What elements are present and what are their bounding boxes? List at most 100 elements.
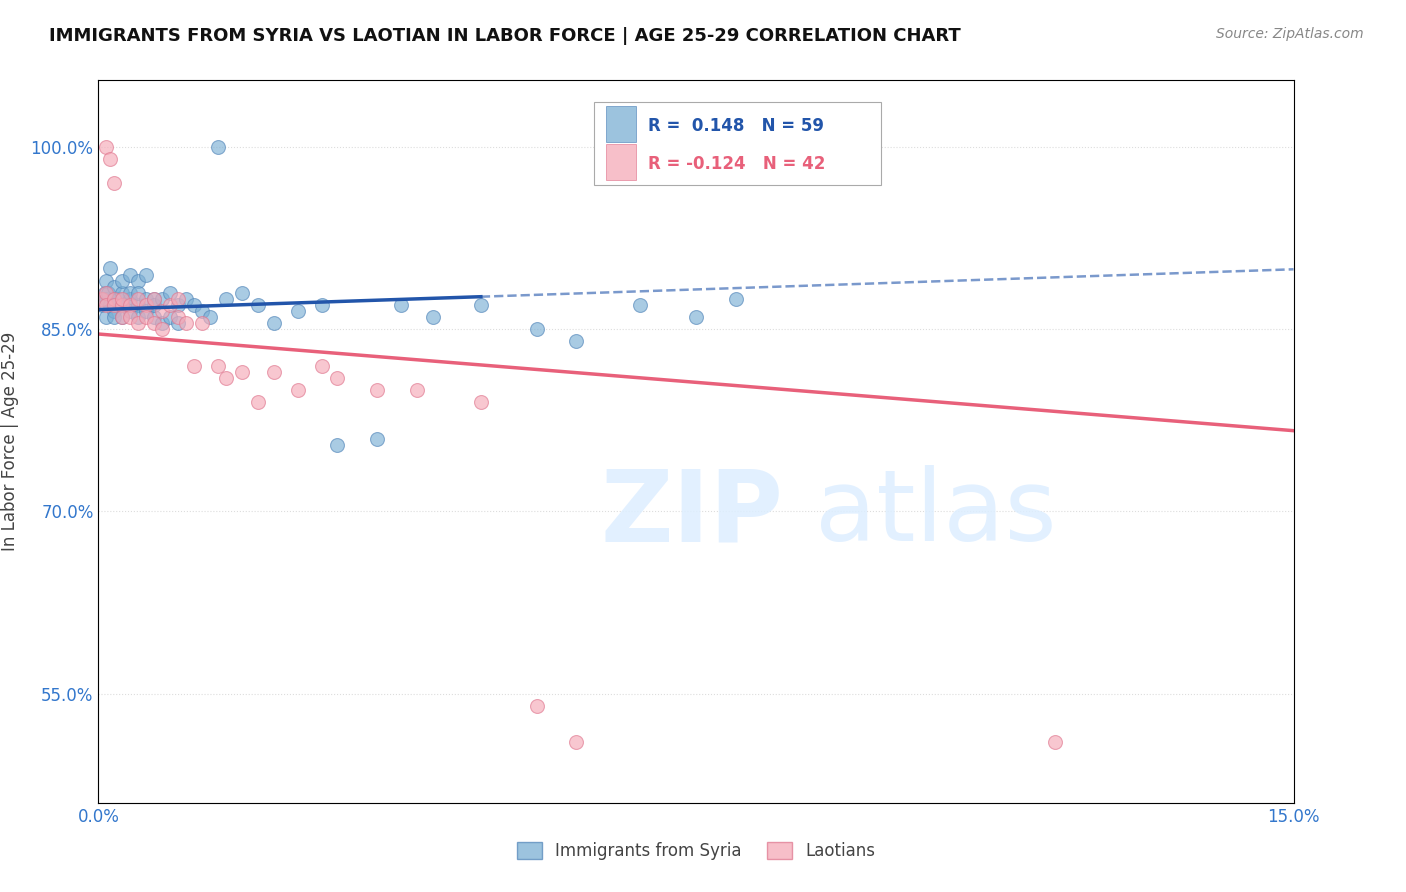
Point [167, 316, 190, 330]
Point [103, 292, 125, 306]
Point [111, 292, 134, 306]
Point [120, 298, 142, 312]
Point [215, 371, 238, 385]
Point [111, 310, 134, 324]
Point [326, 437, 349, 451]
Point [246, 298, 269, 312]
Point [115, 298, 138, 312]
Point [103, 292, 125, 306]
Point [263, 365, 285, 379]
Point [246, 395, 269, 409]
Point [97, 285, 120, 300]
Text: R =  0.148   N = 59: R = 0.148 N = 59 [648, 117, 824, 135]
Point [311, 298, 333, 312]
Text: Source: ZipAtlas.com: Source: ZipAtlas.com [1216, 27, 1364, 41]
Point [135, 268, 157, 282]
Point [143, 292, 166, 306]
Point [135, 304, 157, 318]
Point [103, 298, 125, 312]
Point [366, 432, 388, 446]
Point [96, 292, 118, 306]
Point [127, 298, 149, 312]
Point [565, 334, 588, 349]
Point [111, 298, 134, 312]
Point [287, 383, 309, 397]
Point [143, 310, 166, 324]
Point [127, 316, 149, 330]
Point [159, 285, 181, 300]
Point [127, 292, 149, 306]
Point [150, 322, 173, 336]
Point [135, 298, 157, 312]
Point [685, 140, 707, 154]
Point [111, 298, 134, 312]
Point [565, 735, 588, 749]
Point [150, 304, 173, 318]
Point [470, 298, 492, 312]
Point [191, 316, 214, 330]
Point [96, 274, 118, 288]
Point [207, 140, 229, 154]
Point [406, 383, 429, 397]
Legend: Immigrants from Syria, Laotians: Immigrants from Syria, Laotians [510, 835, 882, 867]
Point [724, 292, 747, 306]
Point [135, 310, 157, 324]
Point [103, 310, 125, 324]
Point [111, 310, 134, 324]
Point [326, 371, 349, 385]
Point [94, 285, 117, 300]
FancyBboxPatch shape [595, 102, 882, 185]
Point [183, 359, 205, 373]
Point [111, 274, 134, 288]
Point [287, 304, 309, 318]
Point [96, 310, 118, 324]
Point [107, 292, 129, 306]
Point [231, 285, 253, 300]
Text: IMMIGRANTS FROM SYRIA VS LAOTIAN IN LABOR FORCE | AGE 25-29 CORRELATION CHART: IMMIGRANTS FROM SYRIA VS LAOTIAN IN LABO… [49, 27, 960, 45]
Point [103, 279, 125, 293]
Point [198, 310, 221, 324]
Y-axis label: In Labor Force | Age 25-29: In Labor Force | Age 25-29 [1, 332, 20, 551]
Point [1043, 735, 1066, 749]
Text: ZIP: ZIP [600, 466, 783, 562]
Point [150, 292, 173, 306]
Point [183, 298, 205, 312]
Point [103, 177, 125, 191]
Point [150, 316, 173, 330]
FancyBboxPatch shape [606, 105, 637, 142]
Point [470, 395, 492, 409]
Point [159, 310, 181, 324]
Point [127, 310, 149, 324]
Point [685, 310, 707, 324]
Point [159, 298, 181, 312]
Point [167, 298, 190, 312]
Point [135, 292, 157, 306]
Point [111, 285, 134, 300]
Point [207, 359, 229, 373]
Point [98, 152, 122, 166]
Point [231, 365, 253, 379]
Point [98, 298, 122, 312]
Point [174, 316, 197, 330]
Text: atlas: atlas [815, 466, 1057, 562]
Point [103, 304, 125, 318]
Point [96, 140, 118, 154]
Point [167, 310, 190, 324]
Point [96, 298, 118, 312]
Point [191, 304, 214, 318]
Point [120, 304, 142, 318]
Point [143, 298, 166, 312]
Point [96, 285, 118, 300]
Point [120, 268, 142, 282]
Point [91, 298, 114, 312]
Point [127, 285, 149, 300]
Point [143, 292, 166, 306]
Point [526, 698, 548, 713]
Point [167, 292, 190, 306]
Point [120, 292, 142, 306]
Point [127, 274, 149, 288]
Point [366, 383, 388, 397]
Point [311, 359, 333, 373]
Point [422, 310, 444, 324]
Point [263, 316, 285, 330]
